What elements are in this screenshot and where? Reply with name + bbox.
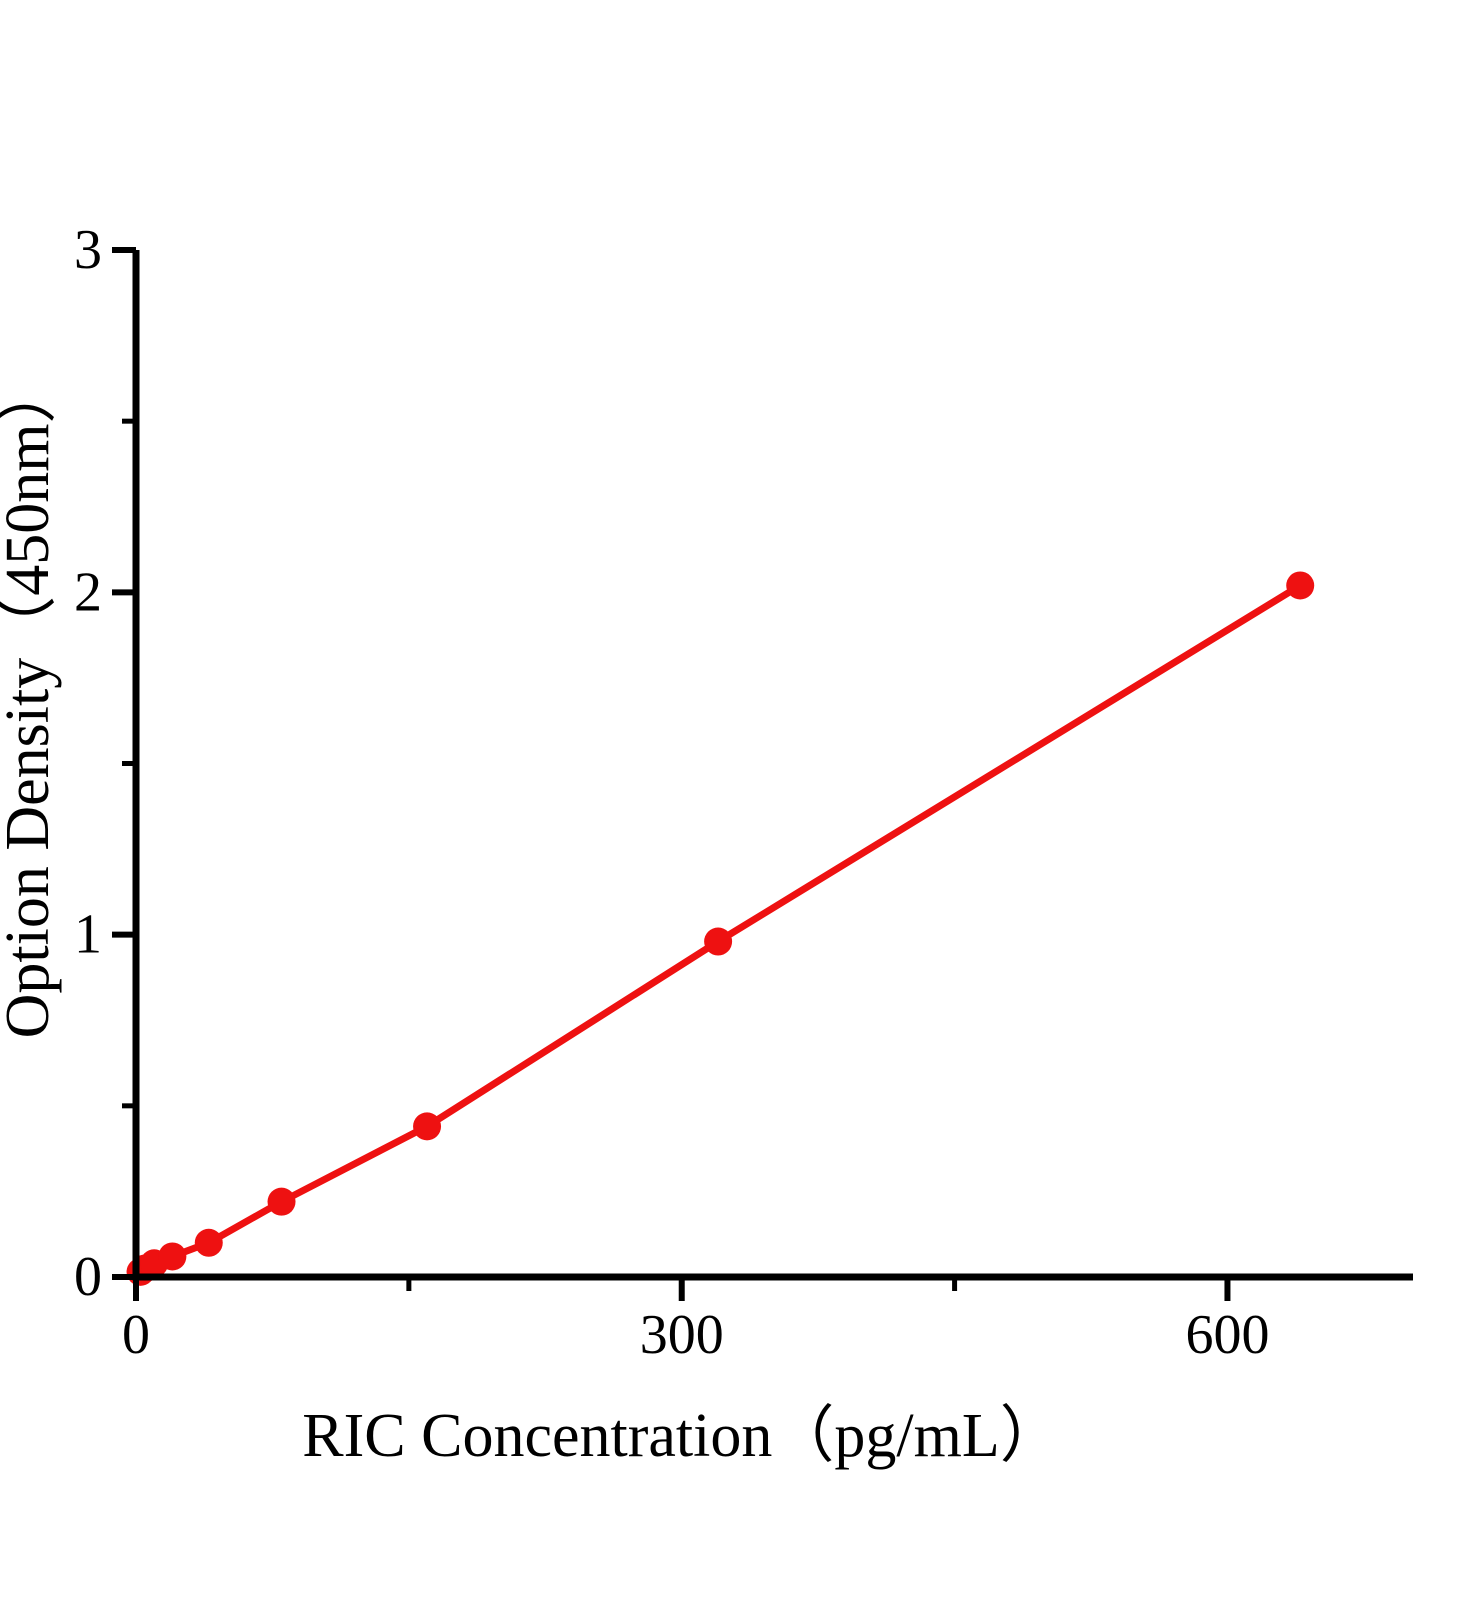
data-point <box>158 1242 187 1271</box>
x-tick-label: 300 <box>640 1304 724 1366</box>
x-tick-label: 600 <box>1185 1304 1269 1366</box>
x-axis-title: RIC Concentration（pg/mL） <box>302 1402 1061 1470</box>
y-tick-label: 1 <box>74 904 102 966</box>
data-point <box>413 1112 442 1141</box>
x-tick-label: 0 <box>122 1304 150 1366</box>
data-series-layer <box>126 571 1315 1286</box>
y-tick-label: 0 <box>74 1246 102 1308</box>
y-tick-label: 3 <box>74 219 102 281</box>
data-point <box>194 1228 223 1257</box>
y-tick-label: 2 <box>74 561 102 623</box>
y-axis-title: Option Density（450nm） <box>0 362 62 1039</box>
data-point <box>704 927 733 956</box>
axes-layer: 0 300 600 0 1 2 3 <box>74 219 1413 1366</box>
data-point <box>267 1187 296 1216</box>
data-point <box>1286 571 1315 600</box>
